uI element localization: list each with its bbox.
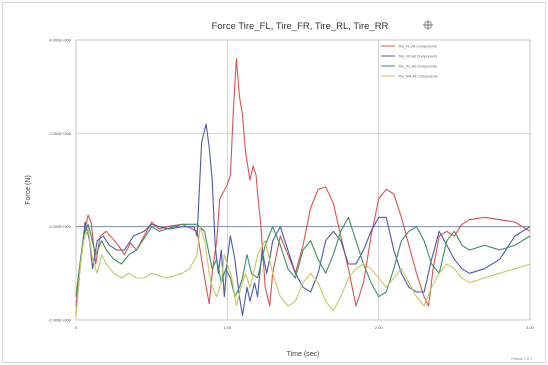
y-tick-label: 4.000E+006 — [49, 38, 71, 43]
legend-label: Tire_RL.All Components — [398, 64, 437, 68]
x-tick-label: 2.00 — [375, 325, 384, 330]
legend-label: Tire_FR.All Components — [398, 54, 437, 58]
chart-title: Force Tire_FL, Tire_FR, Tire_RL, Tire_RR — [212, 21, 389, 32]
legend-label: Tire_RR.All Components — [398, 74, 438, 78]
y-tick-label: 0.000E+000 — [49, 224, 71, 229]
ruler-icon — [423, 20, 433, 30]
legend-label: Tire_FL.All Components — [398, 44, 437, 48]
footer-stamp: Results 1 of 1 — [511, 357, 532, 361]
x-tick-label: 3.00 — [526, 325, 535, 330]
y-axis-ticks: -2.000E+006 0.000E+000 2.000E+006 4.000E+00… — [48, 38, 72, 323]
x-tick-label: 0 — [75, 325, 78, 330]
x-axis-ticks: 0 1.00 2.00 3.00 — [75, 325, 535, 330]
y-tick-label: -2.000E+006 — [48, 318, 72, 323]
x-tick-label: 1.00 — [223, 325, 232, 330]
y-axis-label: Force (N) — [25, 175, 32, 205]
x-axis-label: Time (sec) — [287, 351, 320, 358]
y-tick-label: 2.000E+006 — [49, 131, 71, 136]
